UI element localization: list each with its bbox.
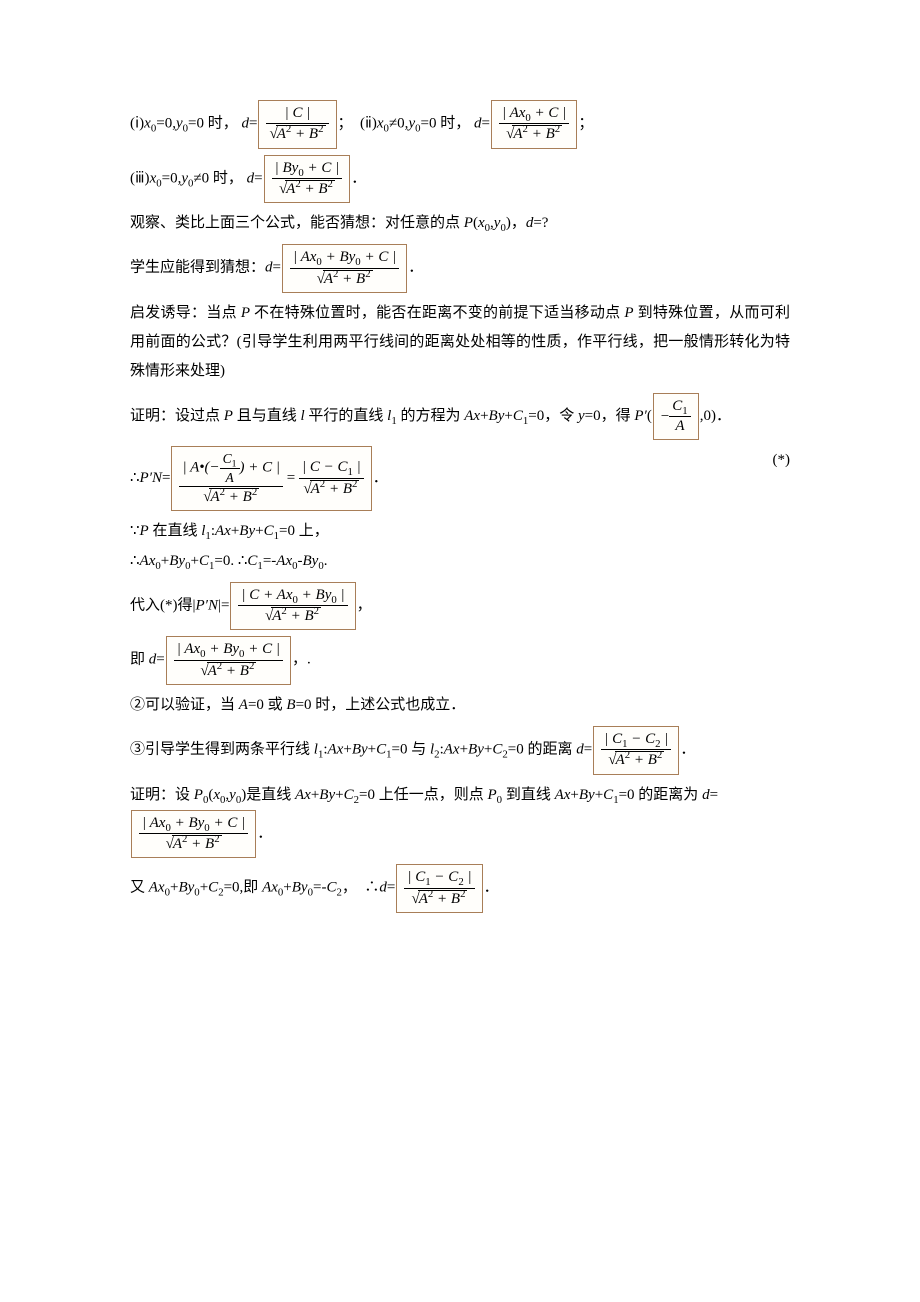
parallel-dist-formula: | C1 − C2 | A2 + B2 [593, 726, 679, 775]
case2-tail: ； [578, 116, 593, 132]
pn-derivation: ∴P′N= | A•(−C1A) + C | A2 + B2 = | C − C… [130, 446, 790, 511]
guess-pre: 学生应能得到猜想： [130, 260, 265, 276]
guess-line: 学生应能得到猜想：d= | Ax0 + By0 + C | A2 + B2 ． [130, 244, 790, 293]
cases-line-1: (ⅰ)x0=0,y0=0 时， d= | C | A2 + B2 ； (ⅱ)x0… [130, 100, 790, 149]
case2-formula: | Ax0 + C | A2 + B2 [491, 100, 577, 149]
observe-line: 观察、类比上面三个公式，能否猜想：对任意的点 P(x0,y0)，d=? [130, 209, 790, 238]
case1-pre: (ⅰ) [130, 116, 144, 132]
guess-tail: ． [408, 260, 423, 276]
final-line: 又 Ax0+By0+C2=0,即 Ax0+By0=-C2， ∴d= | C1 −… [130, 864, 790, 913]
case3-tail: ． [351, 170, 366, 186]
proof-setup: 证明：设过点 P 且与直线 l 平行的直线 l1 的方程为 Ax+By+C1=0… [130, 393, 790, 441]
eq-tag-star: (*) [773, 446, 791, 475]
case3-formula: | By0 + C | A2 + B2 [264, 155, 351, 204]
case1-tail: ； [338, 116, 353, 132]
because-line: ∵P 在直线 l1:Ax+By+C1=0 上， [130, 517, 790, 546]
parallel-dist-line: ③引导学生得到两条平行线 l1:Ax+By+C1=0 与 l2:Ax+By+C2… [130, 726, 790, 775]
proof2-formula-line: | Ax0 + By0 + C | A2 + B2 ． [130, 810, 790, 859]
final-formula: | C1 − C2 | A2 + B2 [396, 864, 482, 913]
case2-pre: (ⅱ) [360, 116, 377, 132]
pprime-x-formula: −C1A [653, 393, 699, 441]
proof2-formula: | Ax0 + By0 + C | A2 + B2 [131, 810, 256, 859]
inspire-para: 启发诱导：当点 P 不在特殊位置时，能否在距离不变的前提下适当移动点 P 到特殊… [130, 299, 790, 387]
page: (ⅰ)x0=0,y0=0 时， d= | C | A2 + B2 ； (ⅱ)x0… [0, 0, 920, 1302]
cases-line-2: (ⅲ)x0=0,y0≠0 时， d= | By0 + C | A2 + B2 ． [130, 155, 790, 204]
result-formula: | Ax0 + By0 + C | A2 + B2 [166, 636, 291, 685]
substitute-line: 代入(*)得|P′N|= | C + Ax0 + By0 | A2 + B2 ， [130, 582, 790, 631]
pn-formula: | A•(−C1A) + C | A2 + B2 = | C − C1 | A2… [171, 446, 371, 511]
substitute-formula: | C + Ax0 + By0 | A2 + B2 [230, 582, 355, 631]
case1-formula: | C | A2 + B2 [258, 100, 336, 149]
verify-line: ②可以验证，当 A=0 或 B=0 时，上述公式也成立． [130, 691, 790, 720]
therefore-line: ∴Ax0+By0+C1=0. ∴C1=-Ax0-By0. [130, 547, 790, 576]
result-line: 即 d= | Ax0 + By0 + C | A2 + B2 ，. [130, 636, 790, 685]
proof2-setup: 证明：设 P0(x0,y0)是直线 Ax+By+C2=0 上任一点，则点 P0 … [130, 781, 790, 810]
guess-formula: | Ax0 + By0 + C | A2 + B2 [282, 244, 407, 293]
